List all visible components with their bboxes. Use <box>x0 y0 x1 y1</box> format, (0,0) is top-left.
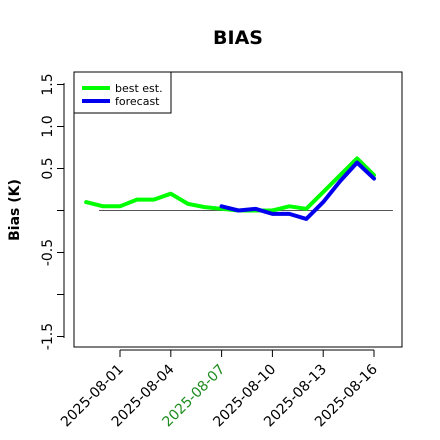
x-ticks: 2025-08-012025-08-042025-08-072025-08-10… <box>58 350 381 430</box>
series-line-forecast <box>219 160 376 221</box>
y-tick-label: -1.5 <box>40 323 56 350</box>
legend-label-forecast: forecast <box>115 95 160 108</box>
y-tick-label: 1.5 <box>40 73 56 95</box>
chart-title: BIAS <box>213 27 263 49</box>
plot-frame <box>73 71 403 348</box>
y-tick-label: 1.0 <box>40 115 56 137</box>
legend-label-best-est: best est. <box>115 82 163 95</box>
series-layer <box>84 156 376 221</box>
y-axis-label: Bias (K) <box>7 179 23 241</box>
series-line-best-est <box>84 156 376 213</box>
legend-box <box>73 71 172 114</box>
legend: best est. forecast <box>73 71 172 114</box>
y-tick-label: -0.5 <box>40 239 56 266</box>
y-tick-label: 0.5 <box>40 157 56 179</box>
y-ticks: -1.5 -0.5 0.5 1.0 1.5 <box>40 73 64 350</box>
